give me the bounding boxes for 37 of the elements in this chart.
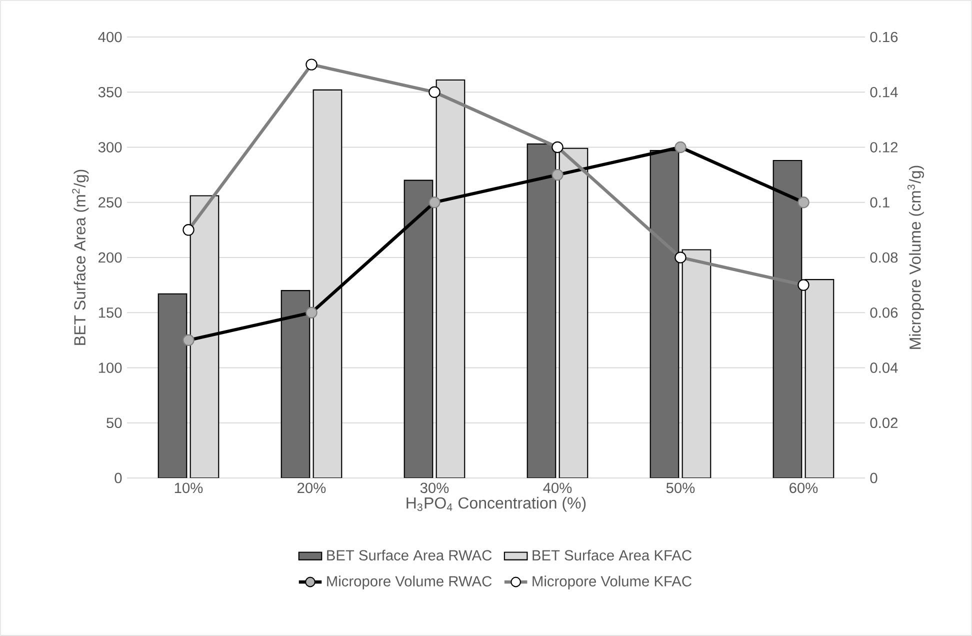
y2-axis-title: Micropore Volume (cm$^{3}$/g) [907, 166, 924, 349]
legend-label: BET Surface Area KFAC [532, 550, 692, 560]
x-tick-label: 50% [666, 482, 695, 494]
y-tick-label: 250 [98, 197, 122, 208]
bar [280, 290, 310, 478]
y2-tick-label: 0.08 [870, 252, 898, 263]
y2-tick-label: 0 [870, 472, 878, 484]
bar [650, 150, 680, 478]
x-tick-label: 10% [174, 482, 203, 494]
legend-label: BET Surface Area RWAC [327, 550, 492, 560]
y-tick-label: 300 [98, 142, 122, 152]
y2-tick-label: 0.06 [870, 307, 898, 318]
x-axis-title: H$_{3}$PO$_{4}$ Concentration (%) [406, 496, 586, 512]
y-tick-label: 150 [98, 307, 122, 318]
legend-label: Micropore Volume RWAC [327, 576, 492, 590]
legend-label: Micropore Volume KFAC [532, 576, 692, 590]
y2-tick-label: 0.14 [870, 86, 898, 98]
y-tick-label: 200 [98, 252, 122, 263]
y-axis-title: BET Surface Area (m$^{2}$/g) [72, 170, 89, 345]
y-tick-label: 400 [98, 32, 122, 42]
y2-tick-label: 0.04 [870, 362, 898, 373]
bar [158, 293, 188, 478]
y-tick-label: 350 [98, 86, 122, 98]
y2-tick-label: 0.1 [870, 197, 890, 208]
x-tick-label: 40% [543, 482, 572, 494]
y2-tick-label: 0.02 [870, 418, 898, 428]
y-tick-label: 0 [114, 472, 122, 484]
y2-tick-label: 0.12 [870, 142, 898, 152]
bar [404, 180, 434, 478]
x-tick-label: 30% [420, 482, 449, 494]
y-tick-label: 100 [98, 362, 122, 373]
y2-tick-label: 0.16 [870, 32, 898, 42]
bar [526, 143, 556, 478]
x-tick-label: 20% [298, 482, 326, 494]
y-tick-label: 50 [106, 418, 122, 428]
bar [772, 160, 802, 478]
x-tick-label: 60% [790, 482, 818, 494]
